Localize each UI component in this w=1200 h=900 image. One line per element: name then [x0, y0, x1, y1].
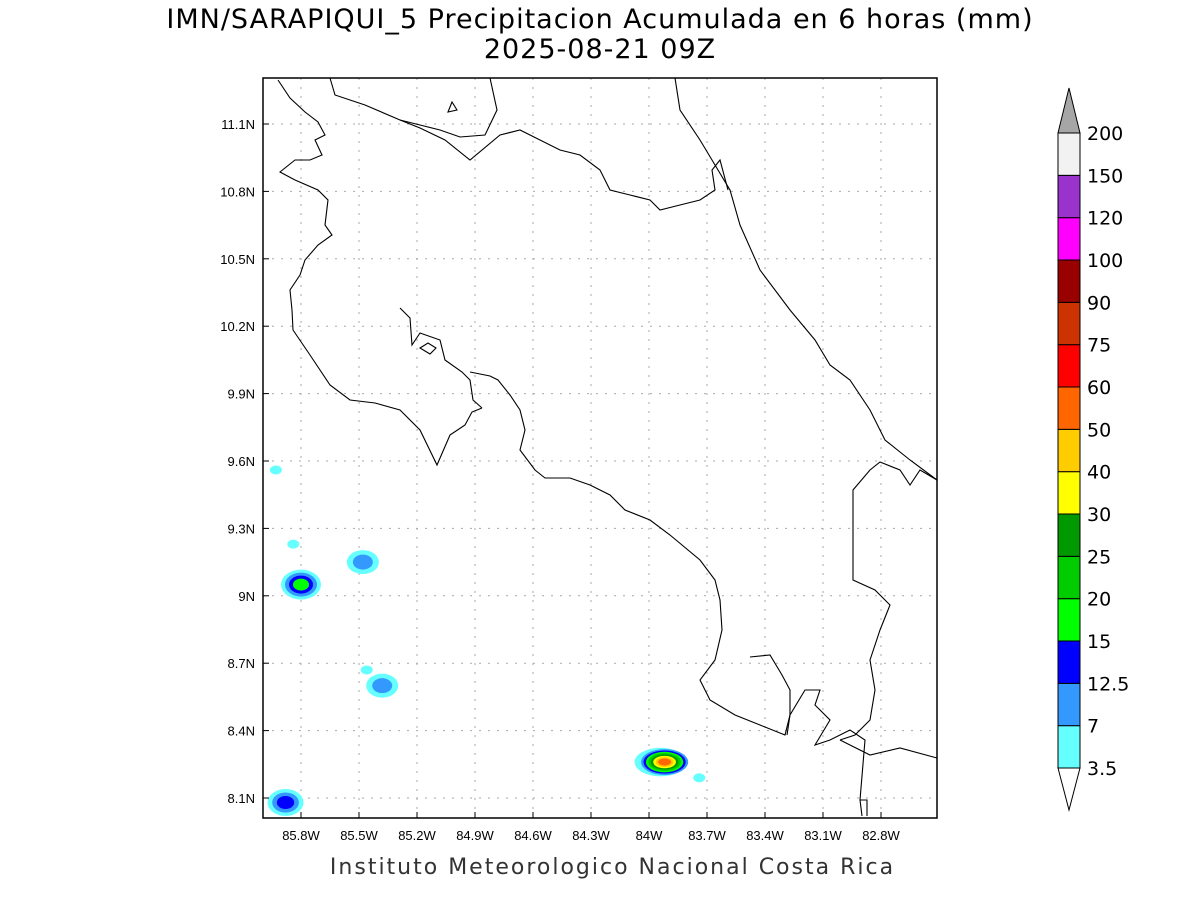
precip-cell	[346, 550, 379, 575]
precip-contour	[360, 665, 373, 675]
colorbar-label: 150	[1087, 165, 1123, 187]
precip-contour	[693, 773, 706, 783]
colorbar-label: 40	[1087, 462, 1111, 484]
lat-tick-label: 10.8N	[220, 184, 255, 199]
precip-contour	[287, 539, 300, 549]
lon-tick-label: 85.8W	[282, 828, 320, 843]
colorbar-label: 200	[1087, 123, 1123, 145]
nicaragua-border	[329, 77, 729, 211]
lake-nicaragua-shore	[399, 77, 498, 138]
lon-tick-label: 85.2W	[398, 828, 436, 843]
lon-tick-label: 84.6W	[514, 828, 552, 843]
gulf-of-nicoya-coast	[399, 307, 483, 409]
colorbar-label: 75	[1087, 335, 1111, 357]
lat-tick-label: 9N	[238, 589, 255, 604]
caribbean-coast	[674, 77, 938, 481]
lat-tick-label: 9.6N	[228, 454, 255, 469]
burica-point	[860, 799, 868, 816]
precip-cell	[360, 665, 373, 675]
colorbar-swatch	[1057, 471, 1081, 515]
colorbar-swatch	[1057, 513, 1081, 557]
colorbar-label: 90	[1087, 292, 1111, 314]
colorbar-swatch	[1057, 640, 1081, 684]
lat-tick-label: 8.1N	[228, 791, 255, 806]
colorbar-label: 100	[1087, 250, 1123, 272]
colorbar-swatch	[1057, 174, 1081, 219]
pacific-coast-north	[277, 79, 483, 467]
precipitation-field	[267, 465, 706, 816]
precip-contour	[269, 465, 282, 475]
colorbar-swatch	[1057, 132, 1081, 176]
precip-cell	[366, 673, 399, 698]
precip-contour	[352, 554, 373, 570]
precip-contour	[658, 758, 672, 766]
colorbar-label: 120	[1087, 208, 1123, 230]
map-frame	[262, 77, 938, 819]
colorbar-swatch	[1057, 555, 1081, 600]
island	[418, 342, 437, 355]
colorbar-swatch	[1057, 386, 1081, 430]
osa-peninsula	[749, 654, 791, 736]
lon-tick-label: 82.8W	[862, 828, 900, 843]
precip-cell	[287, 539, 300, 549]
map-title: IMN/SARAPIQUI_5 Precipitacion Acumulada …	[166, 4, 1034, 35]
precip-cell	[634, 747, 689, 777]
lon-tick-label: 83.1W	[804, 828, 842, 843]
precip-contour	[372, 678, 393, 694]
lat-tick-label: 10.5N	[220, 252, 255, 267]
precip-contour	[276, 795, 295, 809]
lon-tick-label: 84.3W	[572, 828, 610, 843]
colorbar-swatch	[1057, 217, 1081, 261]
colorbar-label: 60	[1087, 377, 1111, 399]
lake-island	[447, 100, 458, 113]
lon-tick-label: 84.9W	[456, 828, 494, 843]
map-subtitle: 2025-08-21 09Z	[483, 34, 717, 65]
colorbar-swatch	[1057, 301, 1081, 346]
colorbar-label: 3.5	[1087, 758, 1117, 780]
colorbar-swatch	[1057, 725, 1081, 769]
precip-cell	[269, 465, 282, 475]
colorbar-label: 15	[1087, 631, 1111, 653]
coastline-and-borders	[277, 77, 938, 817]
precip-contour	[293, 578, 309, 591]
lon-tick-label: 83.7W	[688, 828, 726, 843]
colorbar-swatch	[1057, 598, 1081, 642]
lat-tick-label: 11.1N	[221, 117, 255, 132]
lon-tick-label: 85.5W	[340, 828, 378, 843]
graticule	[263, 78, 937, 818]
colorbar-swatch	[1057, 682, 1081, 727]
colorbar-swatch	[1057, 428, 1081, 473]
colorbar-swatch	[1057, 259, 1081, 303]
axis-ticks: 85.8W 85.5W 85.2W 84.9W 84.6W 84.3W 84W 83.7W 83…	[220, 117, 900, 843]
colorbar-label: 20	[1087, 589, 1111, 611]
colorbar-label: 25	[1087, 546, 1111, 568]
lon-tick-label: 83.4W	[746, 828, 784, 843]
colorbar-label: 12.5	[1087, 673, 1129, 695]
precip-cell	[267, 788, 304, 816]
precip-cell	[281, 569, 321, 600]
panama-border	[839, 461, 938, 741]
lon-tick-label: 84W	[636, 828, 663, 843]
colorbar-label: 30	[1087, 504, 1111, 526]
colorbar-over-triangle	[1057, 87, 1081, 134]
precip-cell	[693, 773, 706, 783]
colorbar-label: 50	[1087, 419, 1111, 441]
lat-tick-label: 9.3N	[228, 521, 255, 536]
lat-tick-label: 8.7N	[228, 656, 255, 671]
panama-coast	[839, 739, 938, 759]
colorbar-under-triangle	[1057, 767, 1081, 812]
lat-tick-label: 9.9N	[228, 387, 255, 402]
colorbar-legend: 3.5 7 12.5 15 20 25 30 40 50 60 75 90 100 120 150 200	[1057, 87, 1129, 812]
lat-tick-label: 8.4N	[228, 724, 255, 739]
credit-footer: Instituto Meteorologico Nacional Costa R…	[329, 855, 896, 880]
pacific-coast-south	[469, 371, 866, 817]
colorbar-swatch	[1057, 344, 1081, 388]
lat-tick-label: 10.2N	[220, 319, 255, 334]
colorbar-label: 7	[1087, 716, 1099, 738]
